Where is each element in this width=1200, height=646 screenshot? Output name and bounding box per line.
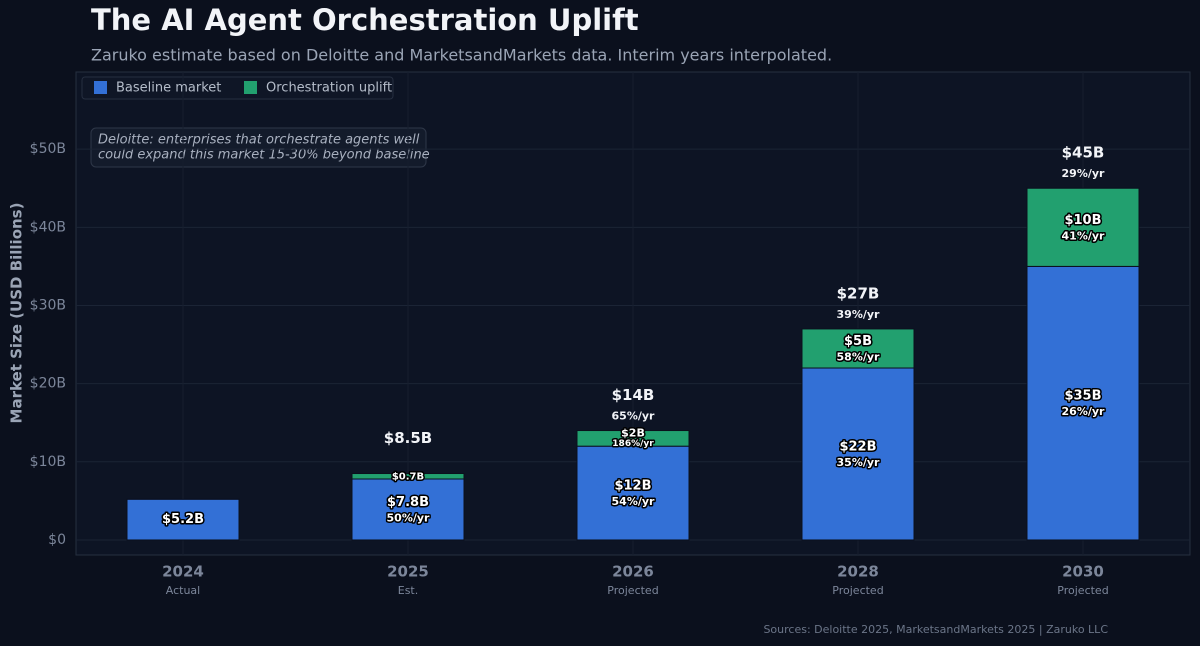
y-axis-label: Market Size (USD Billions) (8, 203, 26, 424)
x-tick-label: 2026 (612, 563, 654, 581)
x-tick-label: 2028 (837, 563, 879, 581)
y-tick-label: $10B (30, 454, 66, 470)
total-growth-label: 29%/yr (1062, 167, 1106, 180)
bar-segment (126, 498, 240, 541)
bar-segment (801, 328, 915, 369)
legend (81, 76, 394, 100)
source-note: Sources: Deloitte 2025, MarketsandMarket… (763, 623, 1108, 636)
value-label: $10B (1064, 213, 1101, 228)
chart-title: The AI Agent Orchestration Uplift (91, 3, 639, 37)
annotation-text: Deloitte: enterprises that orchestrate a… (98, 133, 420, 148)
value-label: $12B (614, 479, 651, 494)
y-tick-label: $0 (48, 532, 66, 548)
x-tick-note: Projected (1057, 584, 1108, 597)
bar-segment (351, 478, 465, 541)
y-tick-label: $20B (30, 376, 66, 392)
growth-label: 26%/yr (1062, 405, 1106, 418)
y-tick-label: $40B (30, 219, 66, 235)
value-label: $5B (844, 334, 872, 349)
value-label: $22B (839, 439, 876, 454)
bar-segment (576, 445, 690, 541)
total-label: $27B (837, 284, 880, 302)
bar-segment (1026, 265, 1140, 541)
total-growth-label: 65%/yr (612, 410, 656, 423)
growth-label: 58%/yr (837, 350, 881, 363)
x-tick-note: Est. (398, 584, 419, 597)
value-label: $35B (1064, 389, 1101, 404)
value-label: $2B (621, 426, 645, 439)
chart-subtitle: Zaruko estimate based on Deloitte and Ma… (91, 46, 832, 65)
annotation-box (90, 127, 427, 168)
x-tick-label: 2024 (162, 563, 204, 581)
total-label: $8.5B (384, 429, 432, 447)
y-tick-label: $50B (30, 141, 66, 157)
growth-label: 54%/yr (612, 495, 656, 508)
total-growth-label: 39%/yr (837, 308, 881, 321)
bar-segment (576, 430, 690, 447)
legend-swatch (244, 81, 257, 94)
growth-label: 41%/yr (1062, 229, 1106, 242)
legend-label: Baseline market (116, 81, 221, 96)
total-label: $45B (1062, 144, 1105, 162)
value-label: $7.8B (387, 495, 429, 510)
x-tick-note: Projected (832, 584, 883, 597)
x-tick-label: 2030 (1062, 563, 1104, 581)
value-label: $0.7B (392, 471, 424, 482)
growth-label: 50%/yr (387, 511, 431, 524)
bar-segment (351, 473, 465, 480)
x-tick-note: Actual (166, 584, 200, 597)
x-tick-note: Projected (607, 584, 658, 597)
annotation: Deloitte: enterprises that orchestrate a… (90, 127, 430, 168)
legend-label: Orchestration uplift (266, 81, 392, 96)
value-label: $5.2B (162, 512, 204, 527)
total-label: $14B (612, 386, 655, 404)
annotation-text: could expand this market 15-30% beyond b… (98, 148, 430, 163)
bar-segment (1026, 187, 1140, 267)
bar-segment (801, 367, 915, 541)
growth-label: 35%/yr (837, 456, 881, 469)
growth-label: 186%/yr (612, 439, 654, 449)
legend-swatch (94, 81, 107, 94)
x-tick-label: 2025 (387, 563, 429, 581)
y-tick-label: $30B (30, 297, 66, 313)
